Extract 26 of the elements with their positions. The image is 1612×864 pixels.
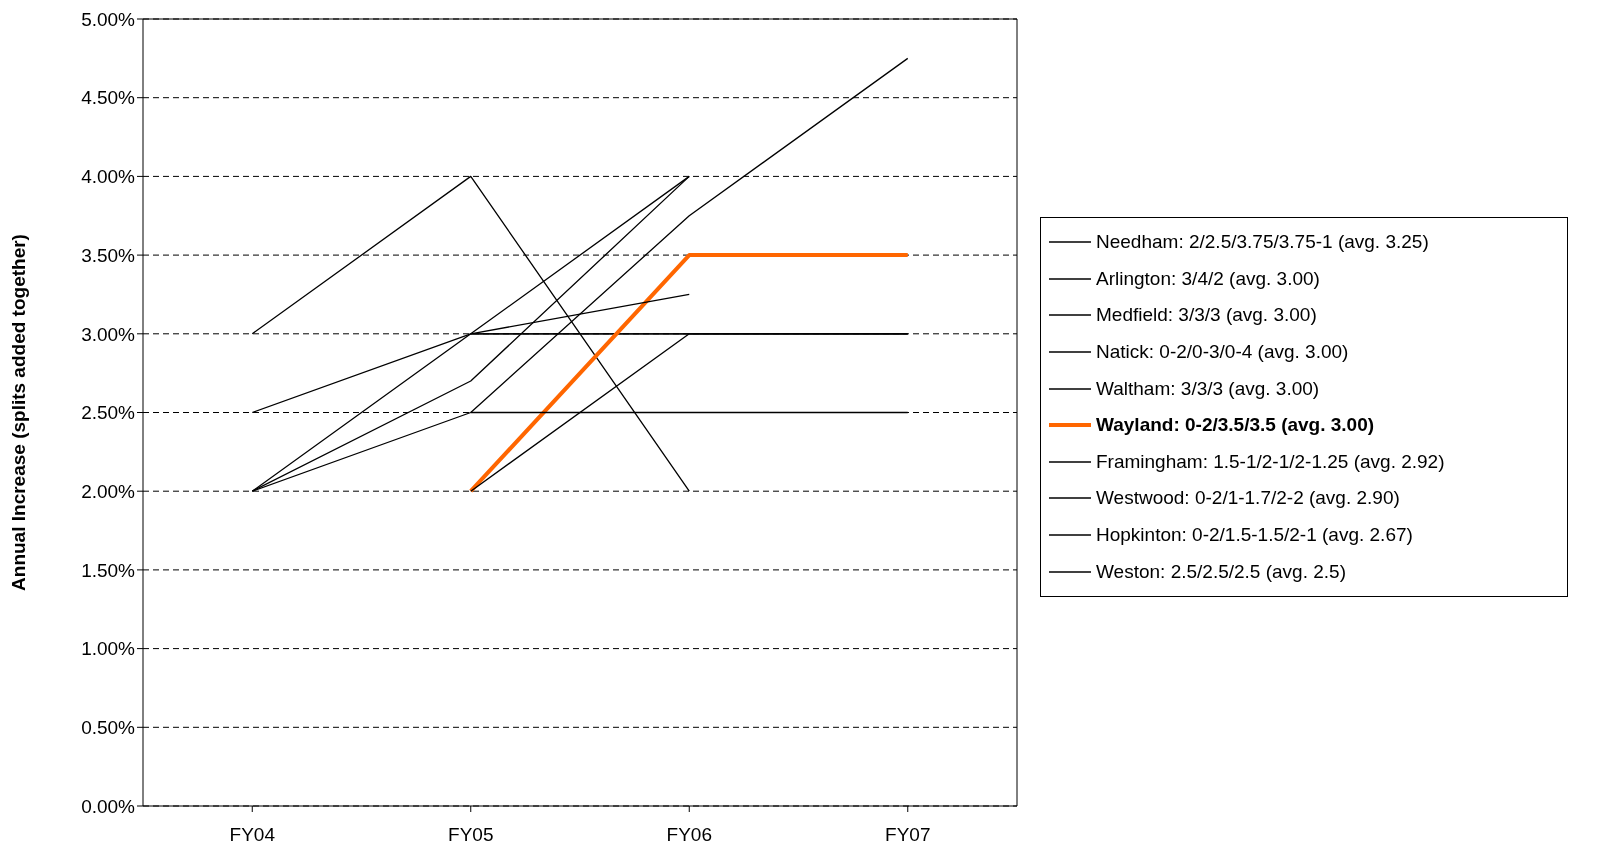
- y-tick-label: 3.00%: [81, 323, 136, 345]
- legend-label: Weston: 2.5/2.5/2.5 (avg. 2.5): [1096, 560, 1346, 583]
- y-axis-title: Annual Increase (splits added together): [7, 234, 29, 591]
- y-tick-label: 1.50%: [81, 559, 136, 581]
- legend-label: Westwood: 0-2/1-1.7/2-2 (avg. 2.90): [1096, 487, 1400, 510]
- x-tick-label: FY06: [666, 824, 712, 846]
- legend-label: Waltham: 3/3/3 (avg. 3.00): [1096, 377, 1320, 400]
- y-tick-label: 0.00%: [81, 795, 136, 817]
- y-tick-label: 5.00%: [81, 8, 136, 30]
- y-tick-label: 3.50%: [81, 244, 136, 266]
- legend-label: Natick: 0-2/0-3/0-4 (avg. 3.00): [1096, 341, 1349, 364]
- legend-label: Hopkinton: 0-2/1.5-1.5/2-1 (avg. 2.67): [1096, 524, 1413, 547]
- legend-label: Framingham: 1.5-1/2-1/2-1.25 (avg. 2.92): [1096, 450, 1445, 473]
- x-tick-label: FY07: [885, 824, 931, 846]
- legend-label: Arlington: 3/4/2 (avg. 3.00): [1096, 267, 1320, 290]
- y-tick-label: 1.00%: [81, 638, 136, 660]
- x-tick-label: FY05: [448, 824, 494, 846]
- y-tick-label: 0.50%: [81, 717, 136, 739]
- legend-label: Medfield: 3/3/3 (avg. 3.00): [1096, 304, 1317, 327]
- legend-label: Needham: 2/2.5/3.75/3.75-1 (avg. 3.25): [1096, 231, 1429, 254]
- legend-label: Wayland: 0-2/3.5/3.5 (avg. 3.00): [1096, 414, 1375, 437]
- y-tick-label: 2.50%: [81, 402, 136, 424]
- x-tick-label: FY04: [229, 824, 276, 846]
- y-tick-label: 4.50%: [81, 87, 136, 109]
- y-tick-label: 2.00%: [81, 480, 136, 502]
- y-tick-label: 4.00%: [81, 166, 136, 188]
